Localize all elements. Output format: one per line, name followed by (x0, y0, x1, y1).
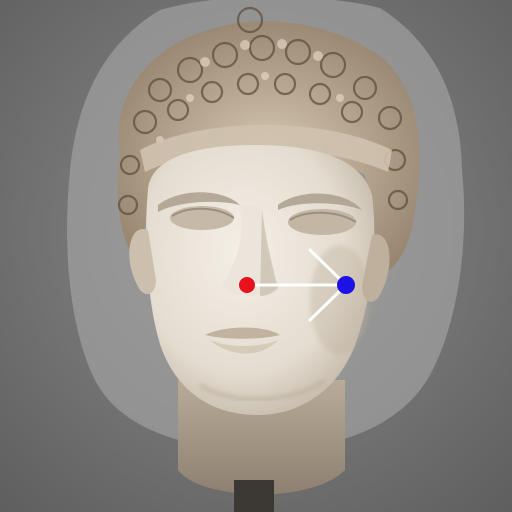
stand-pole (234, 480, 274, 512)
left-eye (170, 206, 234, 230)
lower-lip (210, 340, 278, 354)
left-brow-shadow (158, 192, 240, 212)
chin-shadow (198, 378, 327, 402)
right-brow-shadow (278, 193, 362, 210)
right-cheek-shadow (310, 245, 370, 355)
drag-end-marker (337, 276, 355, 294)
right-ear (362, 234, 390, 302)
nose-shadow (260, 210, 278, 296)
upper-lip (205, 327, 280, 339)
drag-start-marker (239, 277, 255, 293)
left-eyelid (171, 207, 235, 219)
right-eyelid (289, 211, 357, 223)
left-ear (129, 228, 156, 295)
